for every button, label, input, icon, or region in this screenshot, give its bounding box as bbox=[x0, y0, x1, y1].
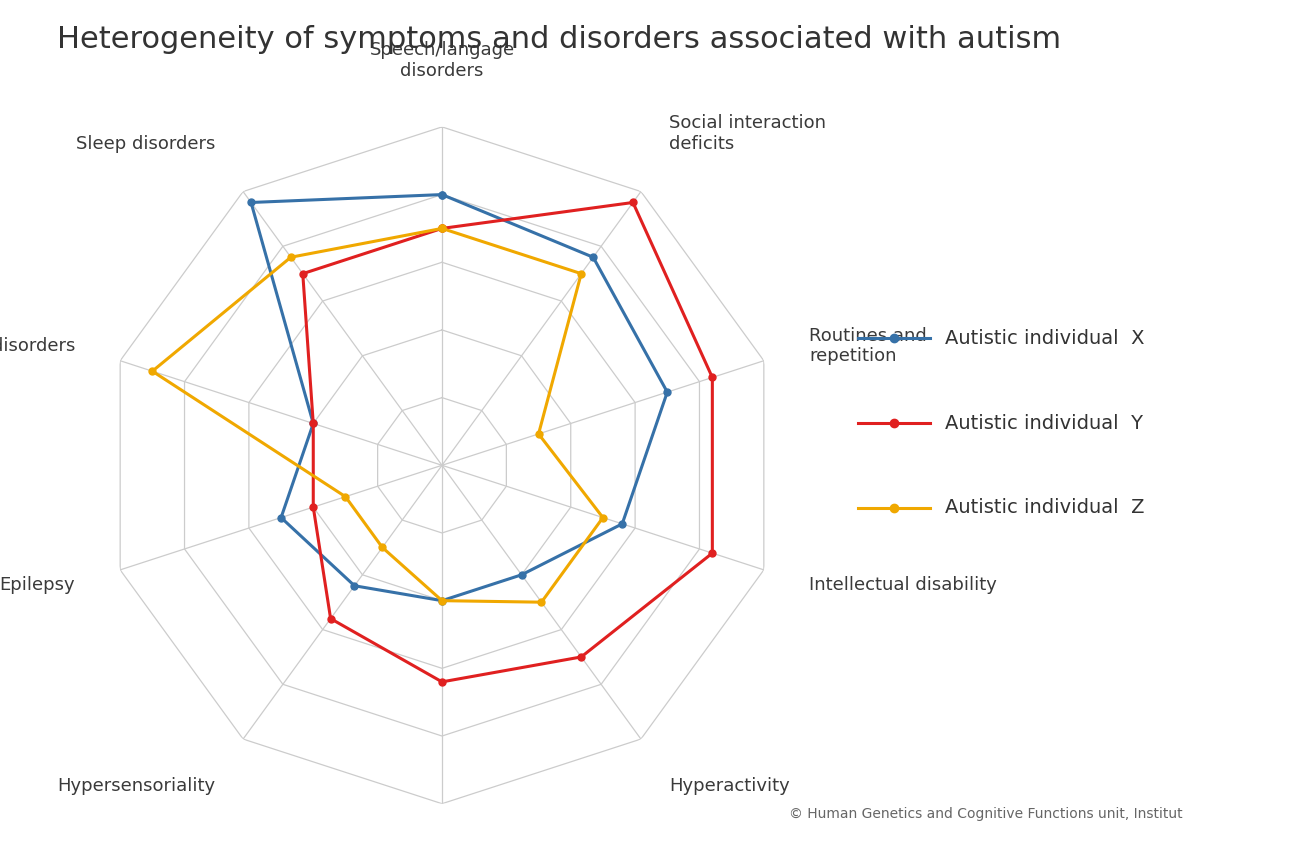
Text: Epilepsy: Epilepsy bbox=[0, 575, 75, 594]
Text: © Human Genetics and Cognitive Functions unit, Institut: © Human Genetics and Cognitive Functions… bbox=[789, 806, 1183, 821]
Text: Social interaction
deficits: Social interaction deficits bbox=[668, 114, 826, 153]
Text: Speech/langage
disorders: Speech/langage disorders bbox=[369, 41, 515, 80]
Text: Autistic individual  X: Autistic individual X bbox=[945, 329, 1144, 348]
Text: Routines and
repetition: Routines and repetition bbox=[809, 327, 927, 365]
Text: Autistic individual  Z: Autistic individual Z bbox=[945, 498, 1144, 517]
Text: Eating disorders: Eating disorders bbox=[0, 337, 75, 355]
Text: Sleep disorders: Sleep disorders bbox=[75, 135, 216, 153]
Text: Autistic individual  Y: Autistic individual Y bbox=[945, 414, 1143, 432]
Text: Intellectual disability: Intellectual disability bbox=[809, 575, 997, 594]
Text: Hyperactivity: Hyperactivity bbox=[668, 777, 789, 795]
Text: Heterogeneity of symptoms and disorders associated with autism: Heterogeneity of symptoms and disorders … bbox=[57, 25, 1061, 54]
Text: Hypersensoriality: Hypersensoriality bbox=[57, 777, 216, 795]
